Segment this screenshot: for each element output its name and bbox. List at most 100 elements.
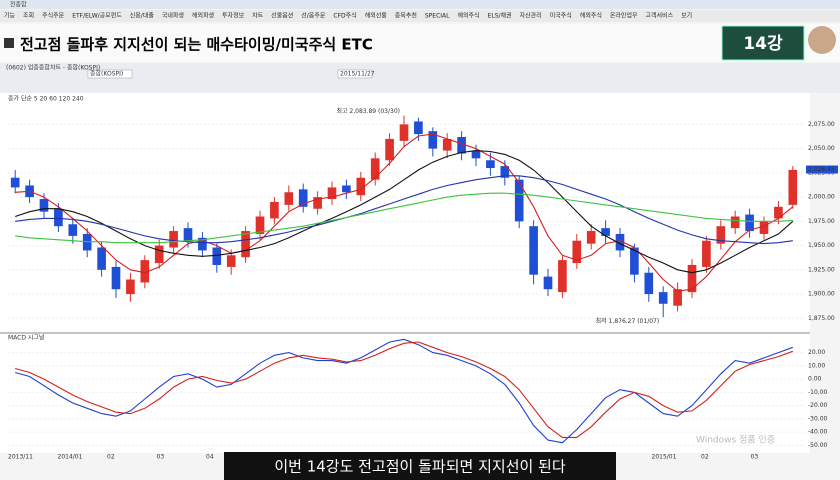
low-annotation: 최저 1,876.27 (01/07) xyxy=(596,317,660,325)
y-tick-label: 2,075.00 xyxy=(808,121,835,128)
candle-body xyxy=(543,276,553,290)
candle-body xyxy=(198,237,207,251)
candle-body xyxy=(97,247,106,270)
candle-body xyxy=(327,187,337,200)
menu-item[interactable]: 선물옵션 xyxy=(271,12,293,20)
date: 2015/11/27 xyxy=(340,71,375,78)
candle-body xyxy=(399,124,409,141)
menu-item[interactable]: 해외주식 xyxy=(580,12,602,20)
candle-body xyxy=(370,158,380,180)
index-field[interactable] xyxy=(87,69,133,79)
menu-item[interactable]: 해외선물 xyxy=(365,12,388,20)
line xyxy=(15,338,793,444)
menu-item[interactable]: 투자정보 xyxy=(222,12,245,20)
y-tick-label: 10.00 xyxy=(808,362,825,369)
watermark: Windows 정품 인증 xyxy=(696,435,775,446)
caption-box xyxy=(224,452,616,480)
x-tick-label: 02 xyxy=(701,454,709,461)
candle-body xyxy=(68,224,78,236)
toolbar xyxy=(0,63,840,93)
line xyxy=(15,175,793,245)
candle-body xyxy=(745,214,754,232)
menu-item[interactable]: 국내파생 xyxy=(162,12,184,20)
menu-item[interactable]: 자산관리 xyxy=(520,12,542,20)
menu-item[interactable]: 종목추천 xyxy=(395,12,417,20)
candle-body xyxy=(385,138,394,161)
candle-body xyxy=(500,166,510,178)
x-tick-label: 03 xyxy=(157,454,165,461)
candle-body xyxy=(356,177,366,196)
header-title: 전고점 돌파후 지지선이 되는 매수타이밍/미국주식 ETC xyxy=(20,36,373,54)
menu-item[interactable]: 고객서비스 xyxy=(646,12,674,20)
candle-body xyxy=(313,197,322,209)
line xyxy=(15,341,793,438)
candle-body xyxy=(226,255,236,267)
x-tick-label: 2014/01 xyxy=(58,454,83,461)
candle-body xyxy=(572,240,582,264)
y-tick-label: 0.00 xyxy=(808,376,822,383)
menu-item[interactable]: 온라인업무 xyxy=(610,12,638,20)
candle-body xyxy=(111,266,121,290)
y-tick-label: -40.00 xyxy=(808,429,828,436)
candle-body xyxy=(586,231,596,244)
candle-body xyxy=(126,279,135,295)
menu-item[interactable]: 선/옵주문 xyxy=(301,12,326,20)
menu-item[interactable]: SPECIAL xyxy=(425,13,450,20)
menu-item[interactable]: 기능 xyxy=(4,12,16,20)
date-field[interactable] xyxy=(337,69,373,79)
menu-item[interactable]: CFD주식 xyxy=(333,12,356,20)
candle-body xyxy=(630,247,639,275)
menu-item[interactable]: 미국주식 xyxy=(550,12,572,20)
candle-body xyxy=(486,160,495,169)
candle-body xyxy=(270,201,279,219)
y-tick-label: 20.00 xyxy=(808,349,825,356)
candle-body xyxy=(241,231,250,258)
menu-item[interactable]: ETF/ELW/공모펀드 xyxy=(72,12,122,20)
macd-title: MACD 시그널 xyxy=(8,334,44,342)
candle-body xyxy=(702,240,711,267)
candle-body xyxy=(342,185,351,193)
x-tick-label: 04 xyxy=(206,454,214,461)
candle-body xyxy=(716,226,726,244)
ma-legend: 종가 단순 5 20 60 120 240 xyxy=(8,95,84,103)
menu-item[interactable]: 차트 xyxy=(252,12,264,20)
candle-body xyxy=(759,221,769,234)
candle-body xyxy=(658,292,668,304)
candle-body xyxy=(514,179,524,222)
window-title: 전종합 xyxy=(10,1,27,9)
menu: 기능 조회 주식주문 ETF/ELW/공모펀드 신용/대출 국내파생 해외파생 투자정보 차트 선… xyxy=(4,12,692,20)
y-tick-label: -50.00 xyxy=(808,442,828,449)
candle-body xyxy=(457,136,466,154)
line xyxy=(15,150,794,274)
index-name: 종합(KOSPI) xyxy=(90,70,123,78)
menu-item[interactable]: 신용/대출 xyxy=(130,12,155,20)
app-icon xyxy=(4,38,14,48)
menu-item[interactable]: 보기 xyxy=(681,12,692,20)
candle-body xyxy=(442,138,452,151)
y-tick-label: 2,000.00 xyxy=(808,194,835,201)
candle-body xyxy=(54,208,63,227)
candle-body xyxy=(140,260,150,283)
y-tick-label: -30.00 xyxy=(808,415,828,422)
menu-item[interactable]: 해외파생 xyxy=(192,12,214,20)
badge-text: 14강 xyxy=(743,34,783,54)
candle-body xyxy=(212,247,222,265)
x-tick-label: 02 xyxy=(107,454,115,461)
screen-name: (0602) 업종종합차트 - 종합(KOSPI) xyxy=(6,64,100,72)
x-tick-label: 2013/11 xyxy=(8,454,33,461)
line xyxy=(15,192,793,244)
y-tick-label: -20.00 xyxy=(808,402,828,409)
candle-body xyxy=(39,199,49,212)
candle-body xyxy=(529,226,538,275)
menu-item[interactable]: 해외주식 xyxy=(458,12,480,20)
title-bar xyxy=(0,0,840,9)
x-tick-label: 2015/01 xyxy=(652,454,677,461)
menu-item[interactable]: 주식주문 xyxy=(42,12,65,20)
candle-body xyxy=(10,177,20,188)
candle-body xyxy=(284,192,294,205)
presenter xyxy=(808,26,836,54)
menu-item[interactable]: ELS/채권 xyxy=(488,12,512,20)
candle-body xyxy=(615,233,625,251)
menu-item[interactable]: 조회 xyxy=(23,12,34,20)
